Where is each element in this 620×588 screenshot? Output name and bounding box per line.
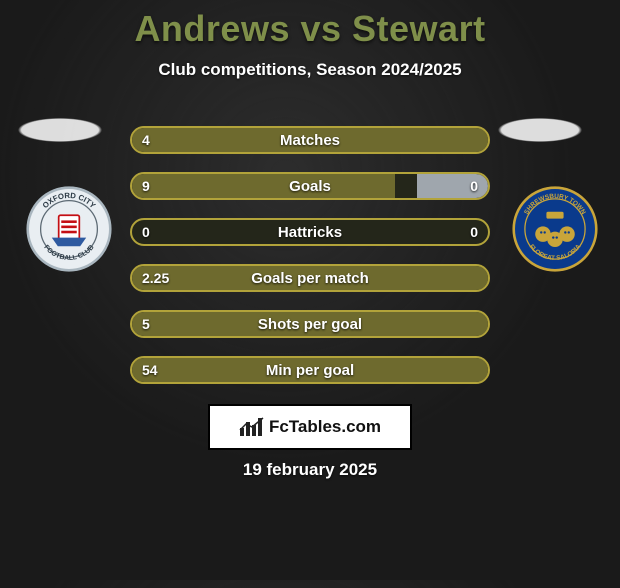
- stat-value-left: 5: [142, 316, 150, 332]
- stat-row: Min per goal 54: [130, 356, 490, 384]
- stat-label: Min per goal: [266, 362, 354, 379]
- stat-value-left: 0: [142, 224, 150, 240]
- stat-value-left: 54: [142, 362, 158, 378]
- page-title: Andrews vs Stewart: [0, 8, 620, 50]
- stat-label: Shots per goal: [258, 316, 362, 333]
- stat-row: Matches 4: [130, 126, 490, 154]
- stat-label: Hattricks: [278, 224, 342, 241]
- stats-rows: Matches 4 Goals 9 0 Hattricks 0 0 Goals per matc…: [0, 126, 620, 384]
- stat-value-right: 0: [470, 224, 478, 240]
- stat-row: Hattricks 0 0: [130, 218, 490, 246]
- stat-value-right: 0: [470, 178, 478, 194]
- stat-row: Shots per goal 5: [130, 310, 490, 338]
- date-text: 19 february 2025: [0, 460, 620, 480]
- attribution-text: FcTables.com: [269, 417, 381, 437]
- stat-row: Goals 9 0: [130, 172, 490, 200]
- stat-label: Goals: [289, 178, 331, 195]
- page-subtitle: Club competitions, Season 2024/2025: [0, 60, 620, 80]
- stat-fill-left: [132, 174, 395, 198]
- stat-row: Goals per match 2.25: [130, 264, 490, 292]
- stat-label: Matches: [280, 132, 340, 149]
- attribution-box: FcTables.com: [208, 404, 412, 450]
- stat-label: Goals per match: [251, 270, 369, 287]
- bar-chart-icon: [239, 416, 265, 438]
- stat-value-left: 9: [142, 178, 150, 194]
- stat-value-left: 4: [142, 132, 150, 148]
- stat-value-left: 2.25: [142, 270, 169, 286]
